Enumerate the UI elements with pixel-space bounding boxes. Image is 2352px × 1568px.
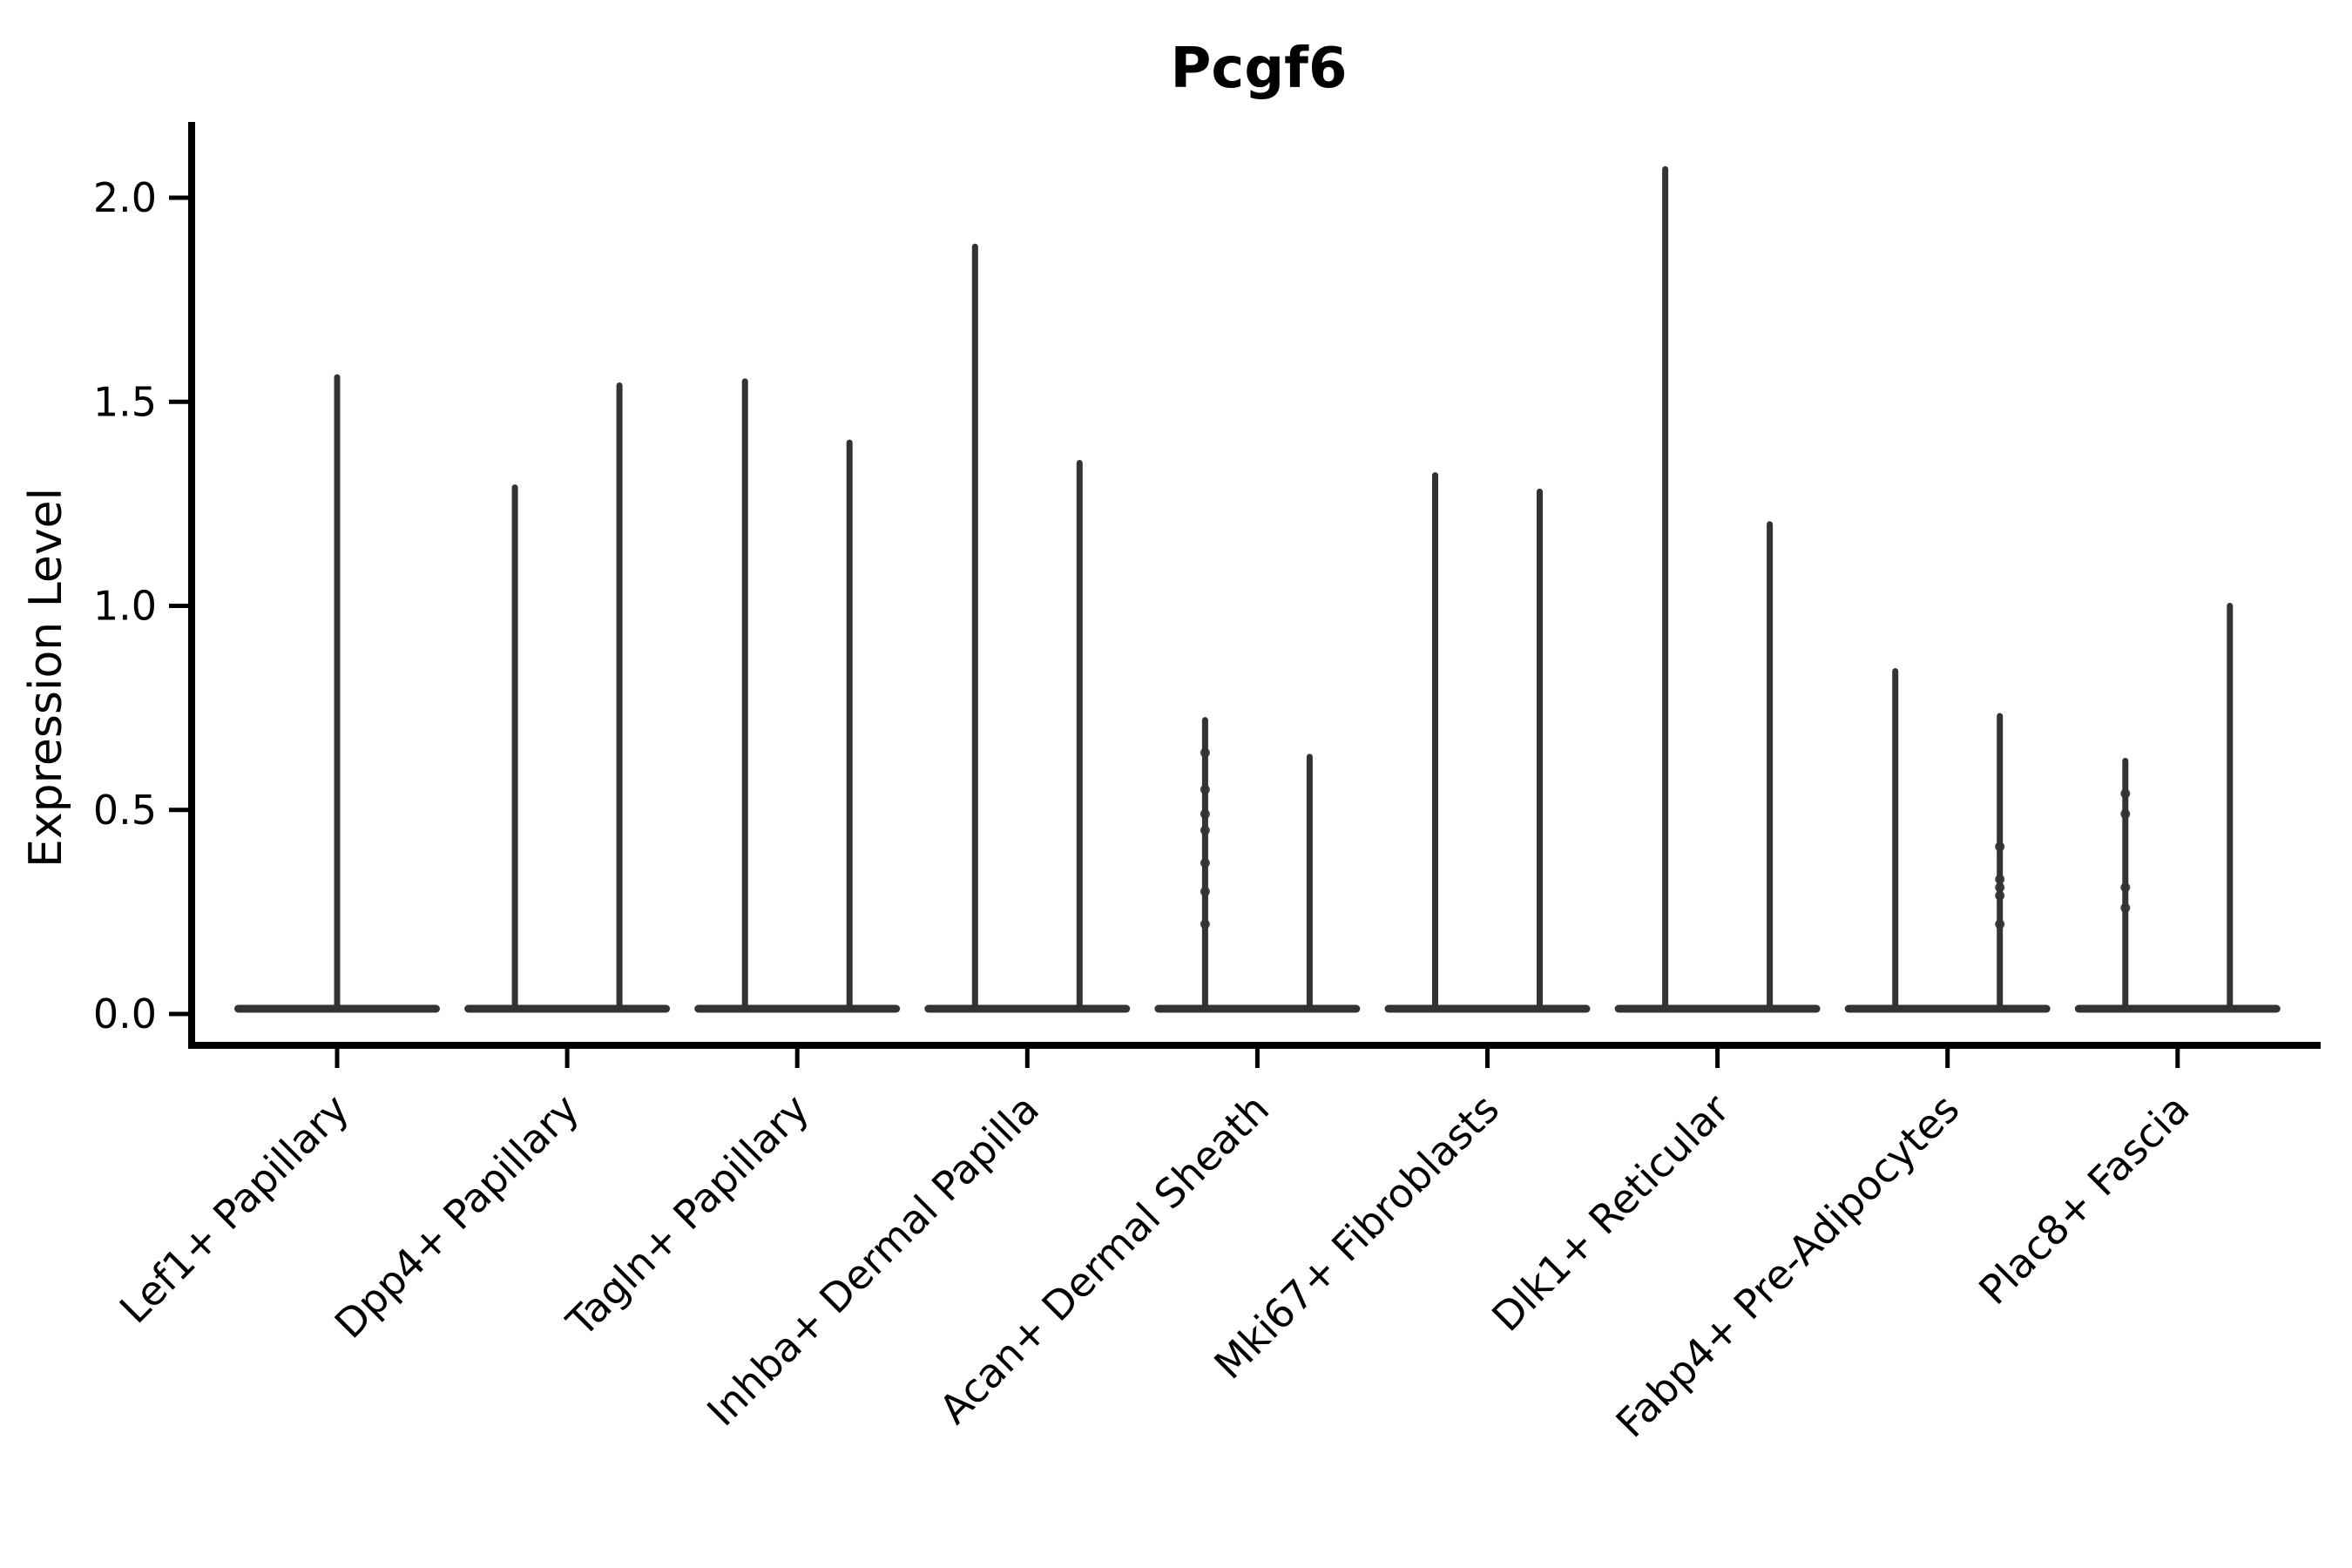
x-tick <box>1485 1049 1490 1068</box>
violins-layer <box>234 166 2281 1013</box>
axes-layer <box>169 122 2321 1068</box>
jitter-dot <box>1200 784 1210 794</box>
violin-group <box>924 243 1131 1013</box>
jitter-dot <box>1200 825 1210 835</box>
jitter-dot <box>1995 882 2005 893</box>
jitter-dot <box>1200 919 1210 929</box>
y-tick <box>169 808 188 813</box>
y-tick <box>169 604 188 608</box>
y-tick-labels-layer: 0.0 0.5 1.0 1.5 2.0 <box>93 174 157 1037</box>
violin-group <box>2074 603 2281 1013</box>
y-tick-label: 1.5 <box>93 378 157 425</box>
x-tick-label: Tagln+ Papillary <box>557 1085 818 1347</box>
x-axis-spine <box>188 1042 2321 1049</box>
jitter-dot <box>1200 808 1210 819</box>
jitter-dot <box>1995 874 2005 884</box>
violin-baseline <box>924 1004 1131 1013</box>
y-axis-label: Expression Level <box>20 488 72 868</box>
violin-baseline <box>1154 1004 1361 1013</box>
x-tick-label: Dlk1+ Reticular <box>1483 1085 1738 1341</box>
jitter-dot <box>1995 841 2005 852</box>
jitter-dot <box>2120 808 2131 819</box>
jitter-dot <box>1995 919 2005 929</box>
x-tick <box>2175 1049 2180 1068</box>
x-tick <box>794 1049 800 1068</box>
y-tick-label: 0.5 <box>93 787 157 834</box>
x-tick <box>1254 1049 1260 1068</box>
y-tick-label: 2.0 <box>93 174 157 221</box>
jitter-dot <box>2120 788 2131 799</box>
x-tick <box>335 1049 340 1068</box>
chart-title: Pcgf6 <box>1170 37 1347 101</box>
violin-group <box>234 374 440 1013</box>
jitter-dot <box>1200 747 1210 758</box>
x-tick <box>564 1049 570 1068</box>
x-tick <box>1024 1049 1030 1068</box>
jitter-dot <box>1200 886 1210 896</box>
x-tick-label: Lef1+ Papillary <box>111 1085 358 1333</box>
x-tick <box>1715 1049 1720 1068</box>
y-axis-spine <box>188 122 195 1049</box>
x-tick-label: Plac8+ Fascia <box>1970 1085 2198 1314</box>
jitter-dot <box>1995 890 2005 901</box>
violin-group <box>464 382 671 1013</box>
violin-baseline <box>2074 1004 2281 1013</box>
y-tick <box>169 195 188 200</box>
x-tick-label: Dpp4+ Papillary <box>326 1085 588 1348</box>
violin-baseline <box>464 1004 671 1013</box>
violin-baseline <box>1384 1004 1591 1013</box>
violin-baseline <box>1844 1004 2051 1013</box>
jitter-dot <box>2120 902 2131 913</box>
y-tick <box>169 1011 188 1017</box>
y-tick-label: 1.0 <box>93 583 157 630</box>
violin-group <box>1154 717 1361 1013</box>
violin-group <box>1614 166 1821 1013</box>
violin-group <box>1384 472 1591 1013</box>
jitter-dot <box>1200 858 1210 868</box>
violin-baseline <box>694 1004 901 1013</box>
y-tick <box>169 399 188 404</box>
jitter-dot <box>2120 882 2131 893</box>
y-tick-label: 0.0 <box>93 990 157 1037</box>
violin-group <box>694 378 901 1013</box>
violin-group <box>1844 667 2051 1013</box>
x-tick <box>1945 1049 1950 1068</box>
violin-baseline <box>1614 1004 1821 1013</box>
